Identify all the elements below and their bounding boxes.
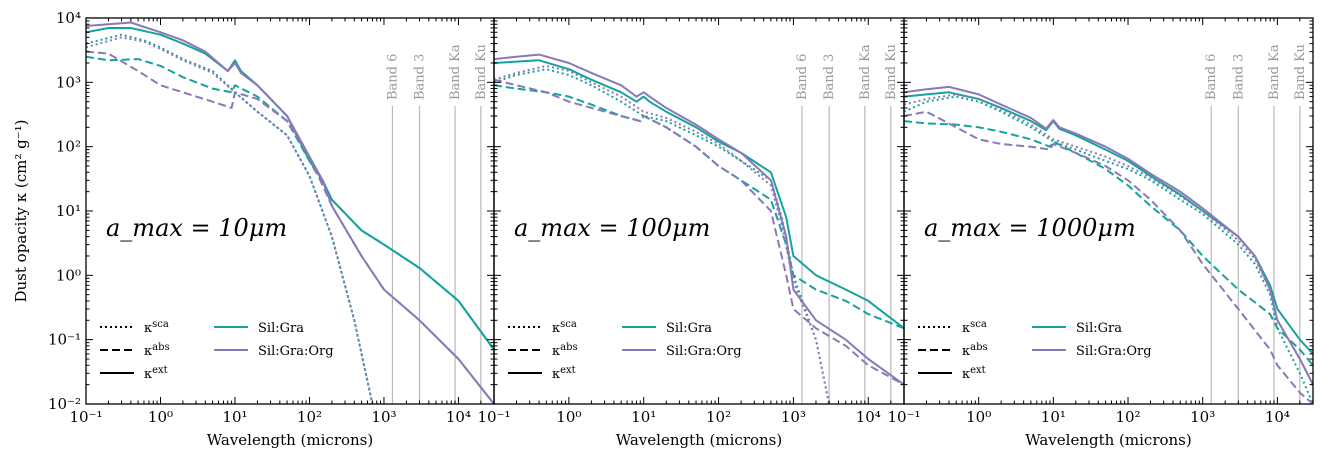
y-tick-label: 10⁻²: [48, 395, 81, 413]
y-tick-label: 10²: [56, 138, 81, 156]
series-sil-gra-abs: [86, 55, 494, 351]
x-tick-label: 10²: [706, 408, 731, 426]
x-axis-label: Wavelength (microns): [1025, 431, 1192, 449]
series-sil-gra-org-abs: [494, 78, 904, 386]
legend-label: κext: [962, 365, 986, 383]
x-tick-label: 10⁰: [148, 408, 173, 426]
legend-series-label: Sil:Gra: [1076, 321, 1122, 336]
x-tick-label: 10⁻¹: [887, 408, 920, 426]
amax-annotation: a_max = 10μm: [106, 214, 287, 242]
band-label: Band 3: [413, 54, 428, 100]
x-tick-label: 10⁴: [856, 408, 881, 426]
panel-3: Band 6 Band 3 Band Ka Band Ku 10⁻¹ 10⁰ 10¹ 10² 1…: [887, 17, 1314, 449]
series-sil-gra-org-ext: [86, 21, 494, 404]
x-tick-label: 10⁰: [966, 408, 991, 426]
legend-label: κext: [552, 365, 576, 383]
series-sil-gra-abs: [904, 120, 1313, 366]
y-tick-label: 10³: [56, 73, 81, 91]
y-tick-label: 10⁻¹: [48, 331, 81, 349]
legend-label: κsca: [552, 319, 577, 337]
band-label: Band 6: [1204, 54, 1219, 100]
series-sil-gra-org-abs: [86, 50, 494, 404]
band-label: Band Ka: [448, 44, 463, 100]
band-label: Band Ka: [858, 44, 873, 100]
series-sil-gra-org-ext: [494, 53, 904, 386]
legend-label: κabs: [552, 342, 578, 360]
x-tick-label: 10⁻¹: [477, 408, 510, 426]
band-label: Band 3: [822, 54, 837, 100]
y-tick-label: 10⁴: [56, 9, 81, 27]
band-label: Band 6: [795, 54, 810, 100]
series-sil-gra-abs: [494, 84, 904, 330]
panel-2: Band 6 Band 3 Band Ka Band Ku 10⁻¹ 10⁰ 10¹ 10² 1…: [477, 17, 905, 449]
y-tick-label: 10¹: [56, 202, 81, 220]
series-sil-gra-org-sca: [904, 93, 1313, 386]
legend-series-label: Sil:Gra: [258, 321, 304, 336]
x-tick-label: 10⁰: [556, 408, 581, 426]
band-label: Band 6: [385, 54, 400, 100]
band-label: Band Ka: [1267, 44, 1282, 100]
x-tick-label: 10⁴: [446, 408, 471, 426]
y-tick-label: 10⁰: [56, 266, 81, 284]
legend-label: κabs: [962, 342, 988, 360]
x-axis-label: Wavelength (microns): [207, 431, 374, 449]
x-tick-label: 10³: [371, 408, 396, 426]
x-tick-label: 10²: [1115, 408, 1140, 426]
legend-series-label: Sil:Gra: [666, 321, 712, 336]
band-label: Band Ku: [474, 44, 489, 100]
series-sil-gra-ext: [904, 91, 1313, 355]
series-sil-gra-sca: [904, 95, 1313, 404]
x-tick-label: 10¹: [1041, 408, 1066, 426]
panel-1: Band 6 Band 3 Band Ka Band Ku 10⁻¹ 10⁰ 10¹ 10² 1…: [12, 9, 495, 449]
x-tick-label: 10⁴: [1265, 408, 1290, 426]
x-tick-label: 10⁻¹: [69, 408, 102, 426]
legend-label: κext: [144, 365, 168, 383]
legend-series-label: Sil:Gra:Org: [258, 344, 334, 359]
x-tick-label: 10³: [781, 408, 806, 426]
band-label: Band Ku: [884, 44, 899, 100]
x-tick-label: 10¹: [222, 408, 247, 426]
y-axis-label: Dust opacity κ (cm² g⁻¹): [12, 119, 30, 302]
series-sil-gra-org-abs: [904, 110, 1313, 404]
x-tick-label: 10¹: [631, 408, 656, 426]
legend-label: κsca: [144, 319, 169, 337]
legend-label: κabs: [144, 342, 170, 360]
amax-annotation: a_max = 100μm: [514, 214, 710, 242]
legend-label: κsca: [962, 319, 987, 337]
x-tick-label: 10²: [297, 408, 322, 426]
band-label: Band Ku: [1293, 44, 1308, 100]
x-axis-label: Wavelength (microns): [616, 431, 783, 449]
legend-series-label: Sil:Gra:Org: [666, 344, 742, 359]
series-sil-gra-sca: [494, 68, 831, 404]
amax-annotation: a_max = 1000μm: [924, 214, 1136, 242]
legend-series-label: Sil:Gra:Org: [1076, 344, 1152, 359]
series-sil-gra-ext: [494, 59, 904, 330]
series-sil-gra-org-sca: [494, 64, 831, 404]
band-label: Band 3: [1231, 54, 1246, 100]
x-tick-label: 10³: [1190, 408, 1215, 426]
